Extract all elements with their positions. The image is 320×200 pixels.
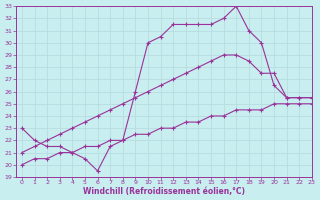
X-axis label: Windchill (Refroidissement éolien,°C): Windchill (Refroidissement éolien,°C): [83, 187, 245, 196]
